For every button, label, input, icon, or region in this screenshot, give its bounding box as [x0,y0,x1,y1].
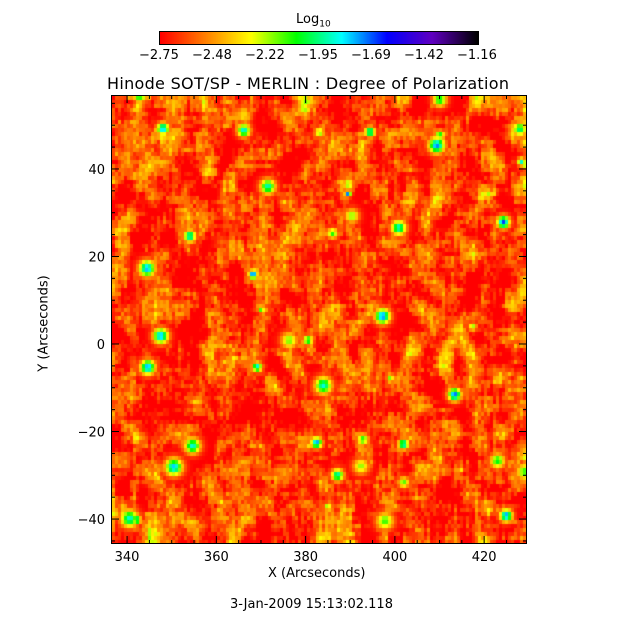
footer-timestamp: 3-Jan-2009 15:13:02.118 [230,597,393,612]
y-axis-label: Y (Arcseconds) [36,275,52,372]
colorbar-tick-label: −1.16 [457,48,497,63]
heatmap-image [111,95,527,544]
y-tick-label: −40 [78,513,105,528]
colorbar-tick-label: −1.95 [298,48,338,63]
chart-title: Hinode SOT/SP - MERLIN : Degree of Polar… [107,74,510,93]
x-tick-label: 420 [472,550,497,565]
colorbar-tick-label: −1.42 [404,48,444,63]
y-tick-label: −20 [78,426,105,441]
y-tick-label: 40 [88,163,105,178]
x-axis-label: X (Arcseconds) [268,566,366,581]
colorbar-tick-label: −2.75 [139,48,179,63]
colorbar-tick-label: −1.69 [351,48,391,63]
x-tick-label: 340 [115,550,140,565]
x-tick-label: 400 [382,550,407,565]
colorbar-tick-label: −2.48 [192,48,232,63]
colorbar [159,31,479,45]
colorbar-tick-label: −2.22 [245,48,285,63]
y-tick-label: 20 [88,250,105,265]
y-tick-label: 0 [97,338,105,353]
colorbar-title: Log10 [296,12,331,30]
x-tick-label: 380 [293,550,318,565]
x-tick-label: 360 [204,550,229,565]
